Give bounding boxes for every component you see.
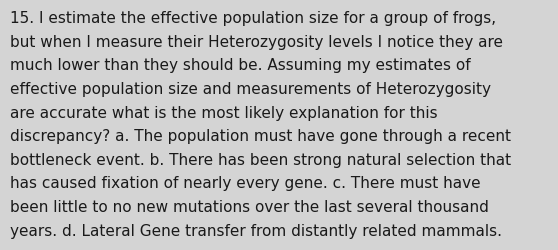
Text: discrepancy? a. The population must have gone through a recent: discrepancy? a. The population must have… [10, 129, 511, 144]
Text: has caused fixation of nearly every gene. c. There must have: has caused fixation of nearly every gene… [10, 176, 480, 191]
Text: been little to no new mutations over the last several thousand: been little to no new mutations over the… [10, 199, 489, 214]
Text: 15. I estimate the effective population size for a group of frogs,: 15. I estimate the effective population … [10, 11, 496, 26]
Text: effective population size and measurements of Heterozygosity: effective population size and measuremen… [10, 82, 491, 97]
Text: bottleneck event. b. There has been strong natural selection that: bottleneck event. b. There has been stro… [10, 152, 511, 167]
Text: but when I measure their Heterozygosity levels I notice they are: but when I measure their Heterozygosity … [10, 35, 503, 50]
Text: years. d. Lateral Gene transfer from distantly related mammals.: years. d. Lateral Gene transfer from dis… [10, 223, 502, 238]
Text: are accurate what is the most likely explanation for this: are accurate what is the most likely exp… [10, 105, 437, 120]
Text: much lower than they should be. Assuming my estimates of: much lower than they should be. Assuming… [10, 58, 470, 73]
